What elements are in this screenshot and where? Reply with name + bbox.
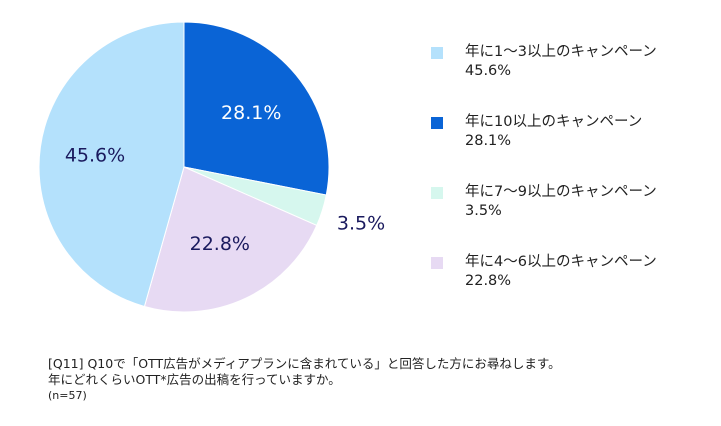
legend-swatch bbox=[431, 117, 443, 129]
survey-note: [Q11] Q10で「OTT広告がメディアプランに含まれている」と回答した方にお… bbox=[48, 356, 708, 404]
pie-slice bbox=[143, 166, 318, 313]
legend-label: 年に4〜6以上のキャンペーン bbox=[465, 254, 657, 270]
question-subtext: 年にどれくらいOTT*広告の出稿を行っていますか。 bbox=[48, 372, 341, 387]
slice-data-label: 22.8% bbox=[190, 233, 250, 255]
legend-label: 年に10以上のキャンペーン bbox=[465, 114, 643, 130]
pie-slice bbox=[183, 21, 330, 196]
legend-value: 22.8% bbox=[465, 273, 512, 289]
legend-value: 45.6% bbox=[465, 63, 512, 79]
legend-value: 28.1% bbox=[465, 133, 512, 149]
legend-swatch bbox=[431, 187, 443, 199]
slice-data-label: 28.1% bbox=[221, 102, 281, 124]
question-text: [Q11] Q10で「OTT広告がメディアプランに含まれている」と回答した方にお… bbox=[48, 356, 561, 371]
legend-value: 3.5% bbox=[465, 203, 502, 219]
slice-data-label: 3.5% bbox=[337, 213, 385, 235]
slice-data-label: 45.6% bbox=[65, 145, 125, 167]
legend-label: 年に7〜9以上のキャンペーン bbox=[465, 184, 657, 200]
pie-slice bbox=[38, 21, 185, 308]
legend-swatch bbox=[431, 47, 443, 59]
legend-swatch bbox=[431, 257, 443, 269]
legend-label: 年に1〜3以上のキャンペーン bbox=[465, 44, 657, 60]
sample-size: (n=57) bbox=[48, 389, 87, 402]
